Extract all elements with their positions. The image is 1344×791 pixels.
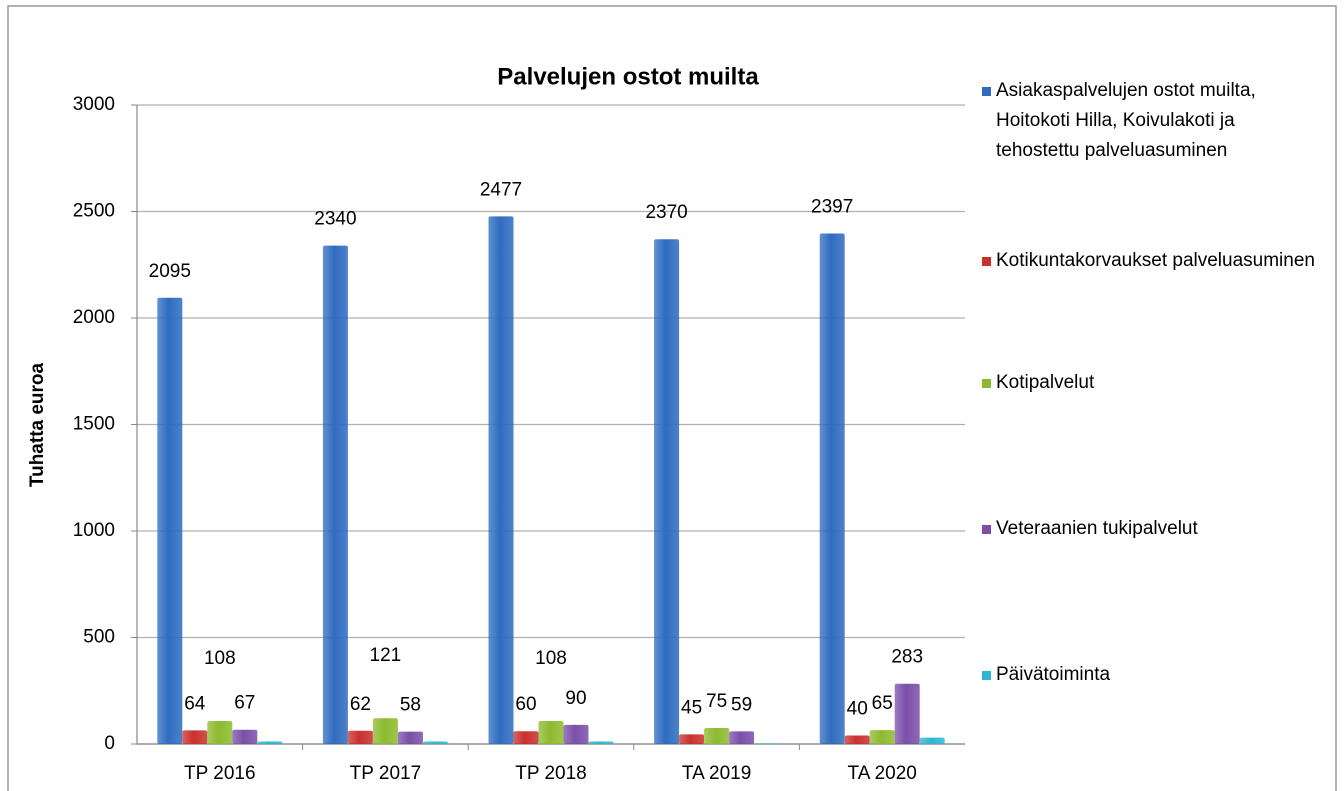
legend-marker [982, 379, 991, 388]
bar [347, 730, 373, 744]
bar [232, 729, 258, 744]
bar [679, 734, 705, 744]
legend-item: Veteraanien tukipalvelut [982, 514, 1322, 544]
bar [207, 720, 233, 744]
data-label: 45 [681, 697, 702, 718]
x-tick-label: TA 2020 [848, 763, 917, 784]
legend-item: Asiakaspalvelujen ostot muilta, Hoitokot… [982, 76, 1322, 166]
bar [322, 245, 348, 744]
data-label: 60 [515, 694, 536, 715]
legend-marker [982, 257, 991, 266]
bar [844, 735, 870, 744]
y-tick-label: 2500 [73, 201, 115, 222]
legend-label: Kotikuntakorvaukset palveluasuminen [996, 250, 1315, 271]
data-label: 65 [872, 693, 893, 714]
bar [588, 741, 614, 744]
bar [157, 297, 183, 744]
legend-item: Päivätoiminta [982, 660, 1322, 690]
data-label: 40 [847, 698, 868, 719]
chart-title: Palvelujen ostot muilta [497, 63, 759, 90]
bar [729, 731, 755, 744]
chart-border [7, 5, 1337, 791]
data-label: 108 [535, 648, 567, 669]
bar [704, 728, 730, 744]
x-tick-label: TA 2019 [682, 763, 751, 784]
bar [513, 731, 539, 744]
data-label: 67 [234, 693, 255, 714]
y-tick-label: 3000 [73, 94, 115, 115]
data-label: 64 [184, 693, 206, 714]
data-label: 121 [370, 645, 402, 666]
data-label: 2095 [149, 261, 191, 282]
data-label: 2340 [314, 209, 356, 230]
data-label: 2477 [480, 179, 522, 200]
data-label: 58 [400, 695, 421, 716]
bar [894, 683, 920, 744]
data-label: 59 [731, 694, 752, 715]
bar [372, 718, 398, 744]
data-label: 108 [204, 648, 236, 669]
legend-marker [982, 87, 991, 96]
bar [488, 216, 514, 745]
data-label: 283 [891, 647, 923, 668]
x-tick-label: TP 2018 [515, 763, 586, 784]
bar [819, 233, 845, 744]
data-label: 2370 [645, 202, 687, 223]
x-tick-label: TP 2017 [350, 763, 421, 784]
data-label: 75 [706, 691, 727, 712]
x-tick-label: TP 2016 [184, 763, 255, 784]
legend-marker [982, 525, 991, 534]
bar [538, 720, 564, 744]
data-label: 90 [565, 688, 586, 709]
legend-label: Veteraanien tukipalvelut [996, 518, 1198, 539]
data-label: 62 [350, 694, 371, 715]
legend-label: Kotipalvelut [996, 372, 1095, 393]
y-tick-label: 2000 [73, 307, 115, 328]
bar [919, 737, 945, 744]
y-tick-label: 1500 [73, 414, 115, 435]
legend-item: Kotikuntakorvaukset palveluasuminen [982, 246, 1322, 276]
bar [182, 730, 208, 744]
bar [869, 730, 895, 744]
bar [422, 741, 448, 744]
legend-label: Päivätoiminta [996, 664, 1111, 685]
y-axis-title: Tuhatta euroa [27, 362, 48, 487]
data-label: 2397 [811, 196, 853, 217]
y-tick-label: 500 [83, 627, 115, 648]
bar [654, 239, 680, 744]
legend-label: Asiakaspalvelujen ostot muilta, Hoitokot… [996, 80, 1256, 161]
bar [754, 743, 780, 744]
bar [257, 741, 283, 744]
bar [397, 731, 423, 744]
legend-item: Kotipalvelut [982, 368, 1322, 398]
y-tick-label: 1000 [73, 520, 115, 541]
y-tick-label: 0 [104, 733, 115, 754]
legend-marker [982, 671, 991, 680]
bar [563, 724, 589, 744]
